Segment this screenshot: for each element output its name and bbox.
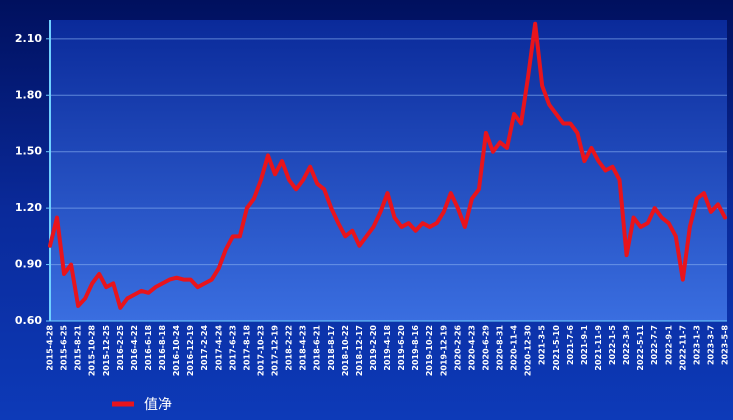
x-tick-label: 2019-12-19 bbox=[439, 325, 448, 377]
x-tick-label: 2022-1-5 bbox=[608, 325, 617, 365]
x-tick-label: 2016-12-19 bbox=[186, 325, 195, 377]
x-tick-label: 2016-6-18 bbox=[144, 325, 153, 371]
x-tick-label: 2017-4-24 bbox=[214, 325, 223, 371]
y-tick-label: 1.80 bbox=[15, 88, 42, 101]
x-tick-label: 2018-2-22 bbox=[285, 325, 294, 371]
x-tick-label: 2018-8-17 bbox=[327, 325, 336, 371]
x-tick-label: 2017-2-24 bbox=[200, 325, 209, 371]
x-tick-label: 2023-5-8 bbox=[721, 325, 730, 365]
y-tick-label: 1.50 bbox=[15, 145, 42, 158]
x-tick-label: 2015-8-21 bbox=[74, 325, 83, 371]
x-tick-label: 2021-9-1 bbox=[580, 325, 589, 365]
x-tick-label: 2021-11-9 bbox=[594, 325, 603, 371]
plot-area bbox=[50, 20, 727, 321]
x-tick-label: 2022-9-1 bbox=[664, 325, 673, 365]
x-tick-label: 2022-7-7 bbox=[650, 325, 659, 365]
x-tick-label: 2015-10-28 bbox=[88, 325, 97, 377]
x-tick-label: 2016-2-25 bbox=[116, 325, 125, 371]
x-tick-label: 2020-2-26 bbox=[453, 325, 462, 371]
x-tick-label: 2015-6-25 bbox=[60, 325, 69, 371]
legend-label: 值净 bbox=[144, 397, 172, 413]
y-tick-label: 0.90 bbox=[15, 258, 42, 271]
x-tick-label: 2019-8-16 bbox=[411, 325, 420, 371]
x-tick-label: 2020-12-30 bbox=[524, 325, 533, 377]
x-tick-label: 2016-10-24 bbox=[172, 325, 181, 377]
x-tick-label: 2019-2-20 bbox=[369, 325, 378, 371]
x-tick-label: 2019-4-18 bbox=[383, 325, 392, 371]
x-tick-label: 2018-6-21 bbox=[313, 325, 322, 371]
x-tick-label: 2022-3-9 bbox=[622, 325, 631, 365]
x-tick-label: 2018-4-23 bbox=[299, 325, 308, 371]
x-tick-label: 2020-11-4 bbox=[510, 325, 519, 371]
y-tick-label: 2.10 bbox=[15, 32, 42, 45]
x-tick-label: 2019-6-20 bbox=[397, 325, 406, 371]
x-tick-label: 2020-8-31 bbox=[496, 325, 505, 371]
x-tick-label: 2020-4-23 bbox=[467, 325, 476, 371]
x-tick-label: 2020-6-29 bbox=[481, 325, 490, 371]
x-tick-label: 2019-10-22 bbox=[425, 325, 434, 376]
x-tick-label: 2022-11-7 bbox=[678, 325, 687, 371]
x-tick-label: 2022-5-11 bbox=[636, 325, 645, 371]
x-tick-label: 2018-12-17 bbox=[355, 325, 364, 376]
x-tick-label: 2023-1-3 bbox=[692, 325, 701, 365]
x-tick-label: 2017-6-23 bbox=[228, 325, 237, 371]
y-tick-label: 1.20 bbox=[15, 201, 42, 214]
y-tick-label: 0.60 bbox=[15, 314, 42, 327]
x-tick-label: 2016-8-18 bbox=[158, 325, 167, 371]
line bbox=[48, 21, 727, 310]
x-tick-label: 2015-12-25 bbox=[102, 325, 111, 377]
x-tick-label: 2021-3-5 bbox=[538, 325, 547, 365]
x-tick-label: 2016-4-22 bbox=[130, 325, 139, 371]
x-tick-label: 2021-7-6 bbox=[566, 325, 575, 365]
x-tick-label: 2021-5-10 bbox=[552, 325, 561, 371]
x-tick-label: 2017-12-19 bbox=[271, 325, 280, 377]
x-tick-label: 2018-10-22 bbox=[341, 325, 350, 376]
x-tick-label: 2017-8-18 bbox=[242, 325, 251, 371]
x-tick-label: 2015-4-28 bbox=[46, 325, 55, 371]
x-tick-label: 2023-3-7 bbox=[706, 325, 715, 365]
x-tick-label: 2017-10-23 bbox=[256, 325, 265, 376]
